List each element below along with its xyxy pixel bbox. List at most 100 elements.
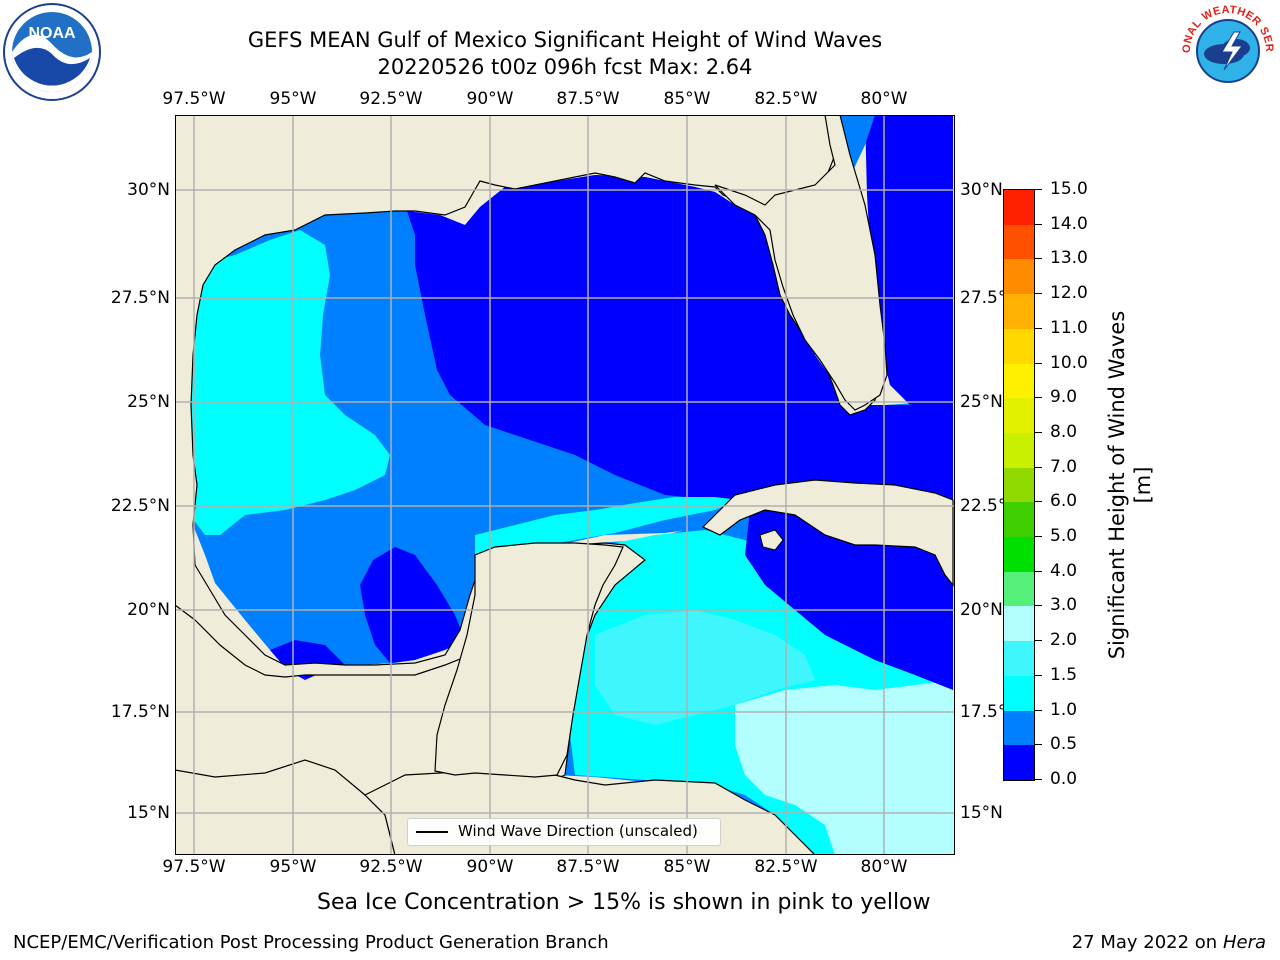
colorbar-tick [1034, 744, 1042, 746]
map-panel [175, 115, 955, 855]
lon-label-top: 90°W [466, 89, 514, 109]
colorbar [1003, 189, 1035, 781]
colorbar-tick [1034, 189, 1042, 190]
lon-label-top: 85°W [663, 89, 711, 109]
colorbar-segment [1004, 641, 1034, 676]
wave-band-0-05 [865, 115, 953, 405]
colorbar-segment [1004, 745, 1034, 780]
colorbar-tick [1034, 327, 1042, 329]
colorbar-tick-label: 2.0 [1050, 630, 1078, 651]
lon-label-bottom: 85°W [663, 857, 711, 877]
lat-label-left: 22.5°N [110, 496, 170, 516]
lat-label-right: 25°N [960, 392, 1003, 412]
colorbar-tick [1034, 223, 1042, 225]
colorbar-tick-label: 10.0 [1050, 352, 1088, 373]
colorbar-segment [1004, 606, 1034, 642]
lon-label-bottom: 82.5°W [754, 857, 818, 877]
colorbar-tick-label: 6.0 [1050, 491, 1078, 512]
colorbar-segment [1004, 710, 1034, 746]
lon-label-bottom: 87.5°W [556, 857, 620, 877]
lon-label-bottom: 92.5°W [359, 857, 423, 877]
wave-band-15-20 [595, 610, 815, 725]
lat-label-left: 27.5°N [110, 288, 170, 308]
colorbar-tick [1034, 605, 1042, 607]
land-island [759, 529, 784, 551]
land-yucatan [434, 542, 624, 778]
chart-title: GEFS MEAN Gulf of Mexico Significant Hei… [247, 28, 883, 52]
colorbar-tick [1034, 431, 1042, 433]
wave-band-0-05 [745, 507, 953, 690]
lon-label-bottom: 90°W [466, 857, 514, 877]
colorbar-segment [1004, 363, 1034, 399]
colorbar-tick-label: 1.0 [1050, 699, 1078, 720]
lon-label-top: 92.5°W [359, 89, 423, 109]
colorbar-tick [1034, 640, 1042, 642]
lat-label-right: 20°N [960, 600, 1003, 620]
colorbar-segment [1004, 537, 1034, 572]
chart-subtitle: 20220526 t00z 096h fcst Max: 2.64 [377, 55, 753, 79]
colorbar-tick-label: 0.0 [1050, 769, 1078, 789]
colorbar-segment [1004, 224, 1034, 260]
lat-label-left: 20°N [127, 600, 170, 620]
colorbar-tick [1034, 570, 1042, 572]
colorbar-tick-label: 9.0 [1050, 387, 1078, 408]
colorbar-segment [1004, 190, 1034, 225]
colorbar-segment [1004, 328, 1034, 364]
lon-label-top: 80°W [860, 89, 908, 109]
colorbar-segment [1004, 467, 1034, 503]
lon-label-top: 87.5°W [556, 89, 620, 109]
colorbar-tick [1034, 466, 1042, 468]
legend-line-sample [416, 831, 448, 833]
colorbar-tick-label: 12.0 [1050, 283, 1088, 304]
footer-date: 27 May 2022 on Hera [1072, 932, 1266, 953]
lon-label-top: 95°W [269, 89, 317, 109]
sea-ice-note: Sea Ice Concentration > 15% is shown in … [317, 890, 931, 915]
colorbar-tick-label: 11.0 [1050, 317, 1088, 338]
legend-label: Wind Wave Direction (unscaled) [458, 822, 698, 840]
lon-label-top: 97.5°W [162, 89, 226, 109]
lat-label-right: 30°N [960, 180, 1003, 200]
colorbar-tick [1034, 397, 1042, 399]
colorbar-tick-label: 14.0 [1050, 213, 1088, 234]
wave-band-0-05 [407, 175, 953, 507]
colorbar-tick [1034, 536, 1042, 538]
colorbar-tick [1034, 293, 1042, 295]
lat-label-left: 15°N [127, 803, 170, 823]
lat-label-right: 15°N [960, 803, 1003, 823]
colorbar-tick-label: 3.0 [1050, 595, 1078, 616]
wave-band-10-15 [187, 230, 390, 535]
nws-logo: NATIONAL WEATHER SERVICE [1174, 0, 1278, 100]
colorbar-tick [1034, 674, 1042, 676]
colorbar-segment [1004, 502, 1034, 538]
colorbar-tick [1034, 779, 1042, 780]
colorbar-tick-label: 7.0 [1050, 456, 1078, 477]
colorbar-tick [1034, 258, 1042, 260]
colorbar-tick-label: 5.0 [1050, 526, 1078, 547]
lon-label-bottom: 80°W [860, 857, 908, 877]
noaa-logo-text: NOAA [28, 25, 76, 42]
wave-band-20-30 [735, 680, 953, 855]
colorbar-tick-label: 0.5 [1050, 734, 1078, 755]
colorbar-tick-label: 8.0 [1050, 421, 1078, 442]
colorbar-segment [1004, 675, 1034, 711]
noaa-logo: NOAA [2, 2, 102, 102]
land-florida [714, 115, 888, 411]
lon-label-bottom: 95°W [269, 857, 317, 877]
colorbar-tick [1034, 501, 1042, 503]
colorbar-label: Significant Height of Wind Waves [m] [1105, 310, 1155, 660]
colorbar-tick [1034, 362, 1042, 364]
footer-host: Hera [1222, 932, 1266, 953]
lat-label-left: 17.5°N [110, 702, 170, 722]
land-central-america [175, 759, 396, 855]
colorbar-segment [1004, 294, 1034, 329]
colorbar-tick-label: 13.0 [1050, 248, 1088, 269]
wave-band-0-05 [360, 547, 465, 663]
lon-label-bottom: 97.5°W [162, 857, 226, 877]
wave-band-10-15 [475, 497, 740, 555]
colorbar-segment [1004, 398, 1034, 433]
footer-date-text: 27 May 2022 on [1071, 932, 1218, 953]
lat-label-left: 30°N [127, 180, 170, 200]
map-legend: Wind Wave Direction (unscaled) [407, 818, 721, 846]
footer-credit: NCEP/EMC/Verification Post Processing Pr… [13, 932, 609, 953]
colorbar-tick-label: 4.0 [1050, 560, 1078, 581]
